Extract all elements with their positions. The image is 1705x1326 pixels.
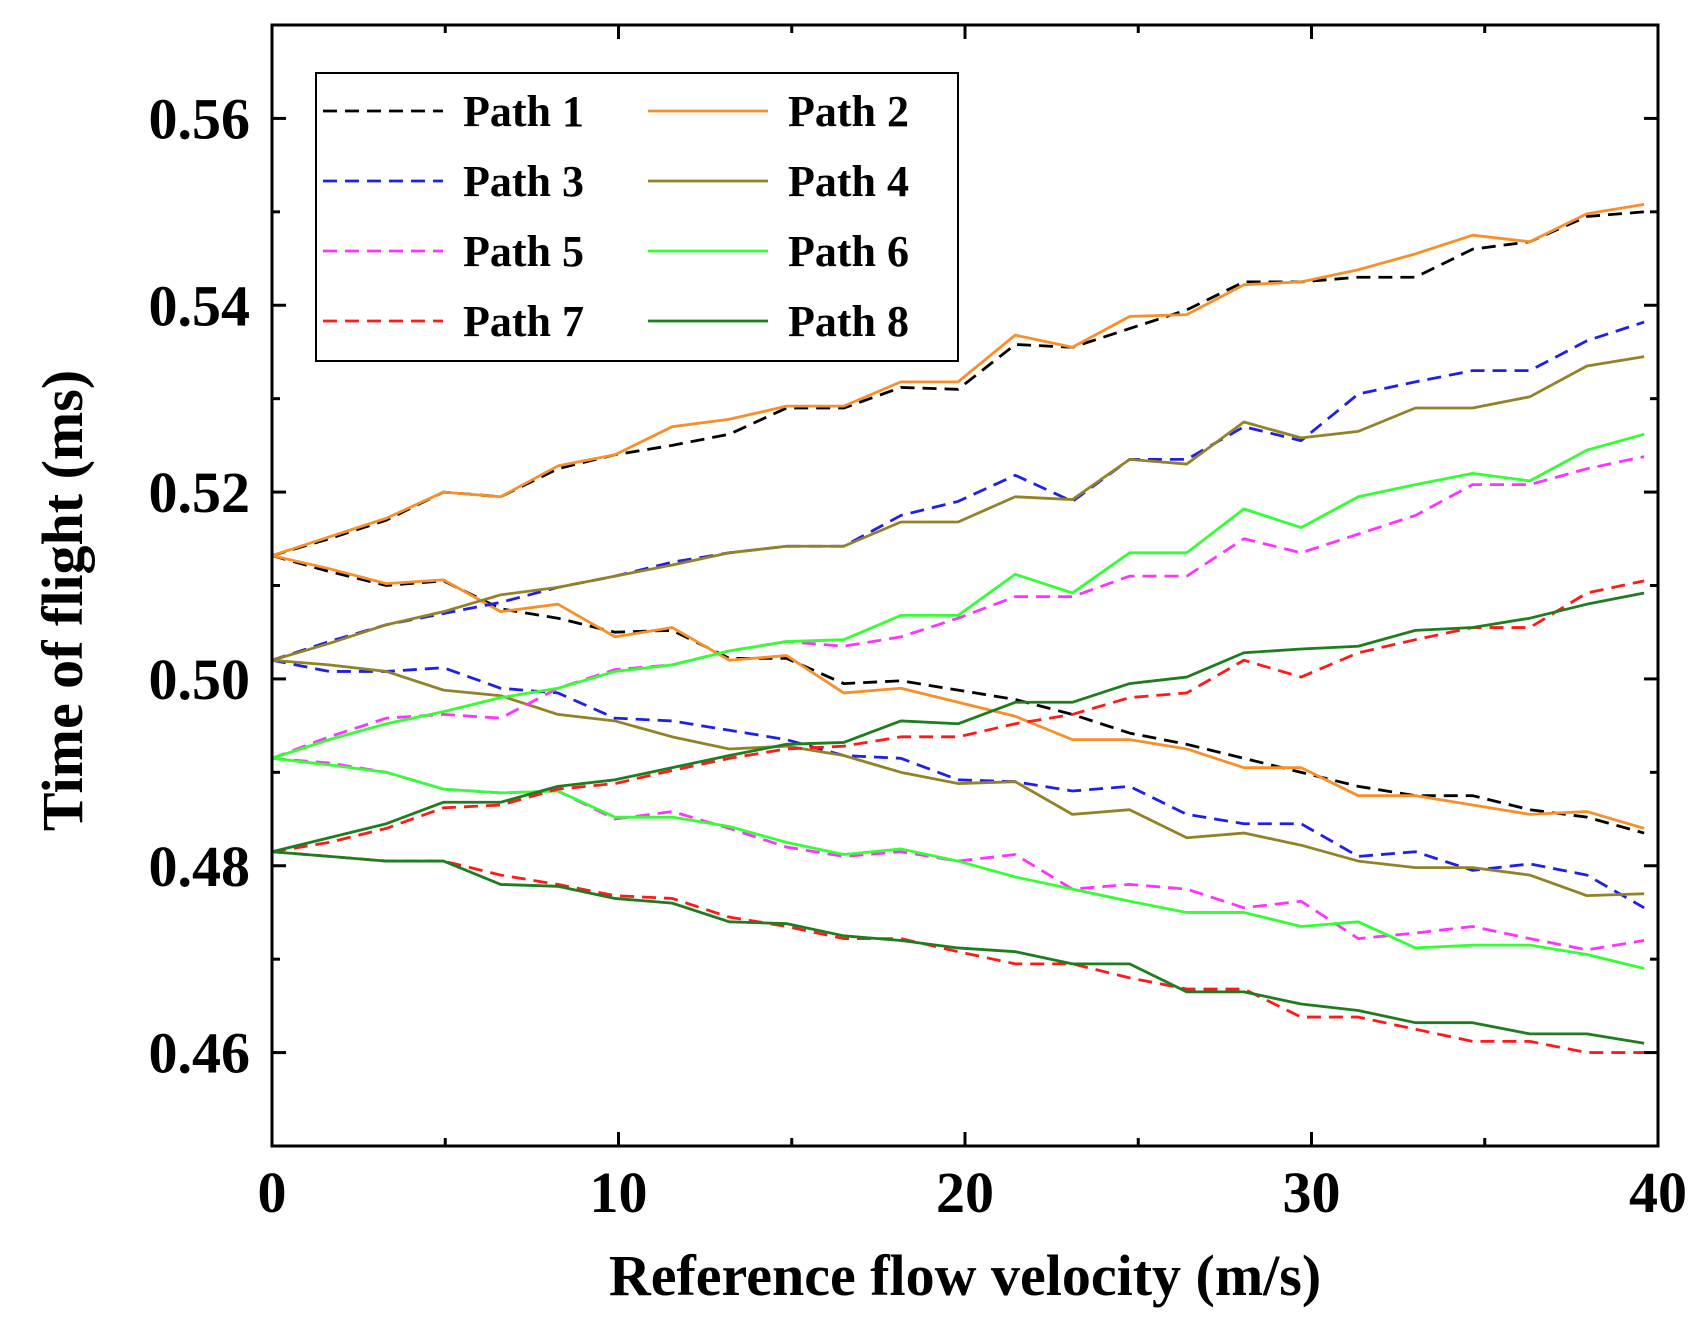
y-tick-label: 0.48 — [149, 834, 251, 899]
x-axis-title: Reference flow velocity (m/s) — [609, 1243, 1321, 1308]
y-tick-label: 0.54 — [149, 273, 251, 338]
y-tick-label: 0.50 — [149, 647, 251, 712]
legend-label-path-8: Path 8 — [788, 297, 909, 346]
y-tick-label: 0.46 — [149, 1021, 251, 1086]
x-tick-label: 0 — [258, 1160, 287, 1225]
legend-label-path-3: Path 3 — [463, 157, 584, 206]
x-tick-label: 40 — [1629, 1160, 1687, 1225]
legend-label-path-1: Path 1 — [463, 87, 584, 136]
y-axis-title: Time of flight (ms) — [30, 370, 95, 831]
x-tick-label: 10 — [590, 1160, 648, 1225]
legend-label-path-5: Path 5 — [463, 227, 584, 276]
legend-label-path-6: Path 6 — [788, 227, 909, 276]
legend-label-path-4: Path 4 — [788, 157, 909, 206]
legend-label-path-7: Path 7 — [463, 297, 584, 346]
legend-label-path-2: Path 2 — [788, 87, 909, 136]
legend: Path 1 Path 2 Path 3 Path 4 Path 5 Path 6 Path… — [316, 73, 958, 361]
x-tick-label: 30 — [1283, 1160, 1341, 1225]
y-tick-label: 0.56 — [149, 86, 251, 151]
x-tick-label: 20 — [936, 1160, 994, 1225]
time-of-flight-chart: 0 10 20 30 40 0.46 0.48 0.50 0.52 0.54 0.56 Path 1… — [0, 0, 1705, 1326]
y-tick-label: 0.52 — [149, 460, 251, 525]
